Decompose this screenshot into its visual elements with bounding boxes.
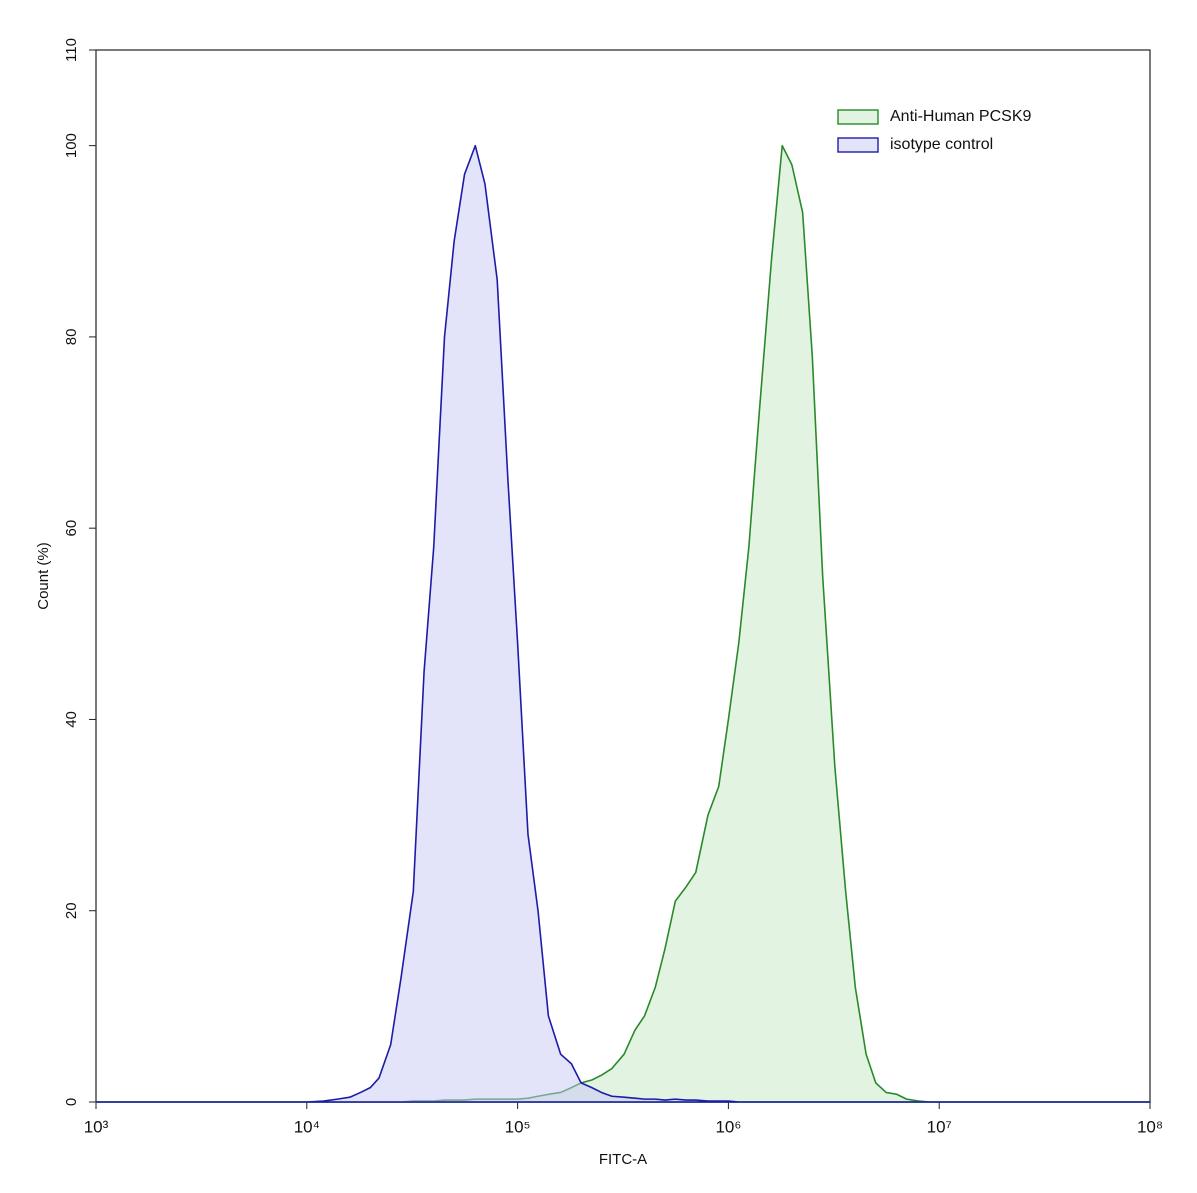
area: [95, 144, 1151, 1103]
y-tick-label: 0: [63, 1098, 80, 1106]
legend-label: Anti-Human PCSK9: [890, 108, 1031, 125]
x-tick-label: 10⁵: [505, 1117, 531, 1136]
x-tick-label: 10³: [84, 1117, 109, 1136]
y-tick-label: 80: [63, 329, 80, 346]
x-tick-label: 10⁸: [1137, 1117, 1163, 1136]
x-axis-title: FITC-A: [599, 1151, 647, 1168]
y-tick-label: 20: [63, 902, 80, 919]
x-tick-label: 10⁶: [715, 1117, 741, 1136]
legend-label: isotype control: [890, 136, 993, 153]
y-tick-label: 110: [63, 38, 80, 62]
area: [95, 144, 1151, 1103]
legend-swatch: [837, 109, 879, 125]
plot-frame: [95, 49, 1151, 1103]
x-tick-label: 10⁷: [927, 1117, 952, 1136]
y-tick-label: 40: [63, 711, 80, 728]
y-tick-label: 100: [63, 133, 80, 158]
legend-swatch: [837, 137, 879, 153]
x-tick-label: 10⁴: [294, 1117, 320, 1136]
y-tick-label: 60: [63, 520, 80, 537]
y-axis-title: Count (%): [35, 542, 52, 610]
